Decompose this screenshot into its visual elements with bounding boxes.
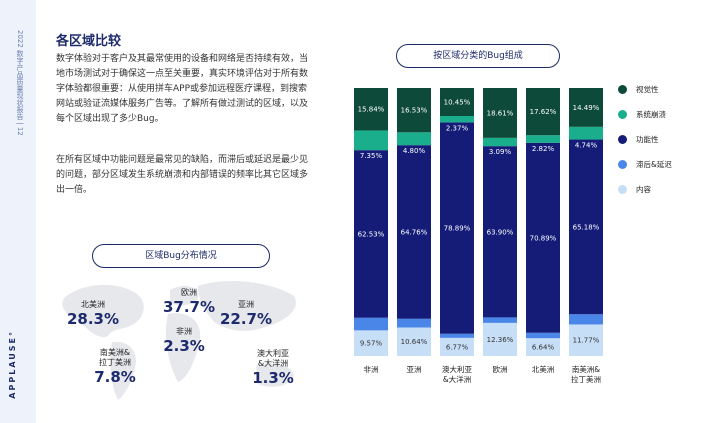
world-map-graphic <box>62 281 296 400</box>
bar-segment <box>526 88 560 136</box>
bar-segment <box>440 122 474 334</box>
bar-segment <box>440 333 474 338</box>
legend-label: 系统崩溃 <box>636 110 666 119</box>
category-label: 北美洲 <box>532 364 555 374</box>
bar-segment <box>354 150 388 318</box>
legend-swatch-icon <box>618 85 627 94</box>
region-asia: 亚洲 22.7% <box>211 300 281 328</box>
data-label: 16.53% <box>401 107 428 115</box>
chart-title: 按区域分类的Bug组成 <box>396 44 560 68</box>
bar-segment <box>397 318 431 328</box>
legend-label: 视觉性 <box>636 85 659 94</box>
bar-segment <box>397 132 431 146</box>
legend-label: 功能性 <box>636 135 659 144</box>
data-label: 3.09% <box>489 148 512 156</box>
data-label: 10.45% <box>444 99 471 107</box>
category-label: 南美洲& <box>572 364 600 374</box>
data-label: 10.64% <box>401 338 428 346</box>
legend-label: 滞后&延迟 <box>636 160 672 169</box>
intro-paragraph: 数字体验对于客户及其最常使用的设备和网络是否持续有效，当地市场测试对于确保这一点… <box>56 54 309 124</box>
bar-segment <box>397 145 431 319</box>
bar-segment <box>483 322 517 356</box>
data-label: 11.77% <box>573 337 600 345</box>
bar-segment <box>440 88 474 117</box>
bar-segment <box>526 135 560 143</box>
data-label: 78.89% <box>444 225 471 233</box>
bar-segment <box>569 126 603 140</box>
bar-segment <box>397 327 431 356</box>
map-title: 区域Bug分布情况 <box>92 244 270 268</box>
data-label: 12.36% <box>487 336 514 344</box>
region-name: 澳大利亚 &大洋洲 <box>257 349 289 368</box>
region-name: 非洲 <box>176 327 192 336</box>
category-label: &大洋洲 <box>443 374 471 384</box>
legend-swatch-icon <box>618 160 627 169</box>
bar-segment <box>354 330 388 356</box>
category-label: 拉丁美洲 <box>571 374 601 384</box>
bar-segment <box>526 338 560 356</box>
region-value: 28.3% <box>66 310 120 328</box>
data-label: 6.64% <box>532 344 555 352</box>
section-heading: 各区域比较 <box>56 34 122 49</box>
legend-label: 内容 <box>636 185 651 194</box>
bar-segment <box>569 88 603 127</box>
bar-segment <box>483 88 517 138</box>
data-label: 9.57% <box>360 340 383 348</box>
bar-segment <box>526 332 560 339</box>
data-label: 2.37% <box>446 124 469 132</box>
region-name: 南美洲& 拉丁美洲 <box>99 348 131 367</box>
bar-segment <box>440 116 474 123</box>
region-value: 7.8% <box>94 368 136 386</box>
bar-segment <box>483 146 517 318</box>
data-label: 7.35% <box>360 152 383 160</box>
region-value: 1.3% <box>252 369 294 387</box>
region-name: 欧洲 <box>181 288 197 297</box>
data-label: 65.18% <box>573 223 600 231</box>
region-value: 22.7% <box>219 310 273 328</box>
bar-segment <box>354 130 388 151</box>
bar-segment <box>483 137 517 147</box>
bar-segment <box>354 317 388 331</box>
data-label: 15.84% <box>358 106 385 114</box>
bar-segment <box>483 317 517 323</box>
side-strip <box>0 0 36 423</box>
category-label: 亚洲 <box>407 365 422 374</box>
data-label: 62.53% <box>358 230 385 238</box>
bar-segment <box>569 139 603 315</box>
legend-swatch-icon <box>618 135 627 144</box>
bar-segment <box>526 142 560 333</box>
data-label: 64.76% <box>401 228 428 236</box>
region-africa: 非洲 2.3% <box>149 327 219 355</box>
region-value: 2.3% <box>163 337 205 355</box>
bar-segment <box>440 337 474 356</box>
region-name: 亚洲 <box>238 300 254 309</box>
region-north-america: 北美洲 28.3% <box>58 300 128 328</box>
data-label: 70.89% <box>530 234 557 242</box>
category-label: 欧洲 <box>493 364 508 374</box>
data-label: 4.74% <box>575 142 598 150</box>
bar-segment <box>569 314 603 325</box>
region-south-america: 南美洲& 拉丁美洲 7.8% <box>80 348 150 386</box>
category-label: 非洲 <box>364 364 379 374</box>
bar-segment <box>354 88 388 131</box>
report-page-label: 2022 数字产品质量现状报告 | 12 <box>16 30 24 136</box>
region-name: 北美洲 <box>81 300 105 309</box>
legend-swatch-icon <box>618 110 627 119</box>
region-australia-oceania: 澳大利亚 &大洋洲 1.3% <box>238 349 308 387</box>
data-label: 18.61% <box>487 109 514 117</box>
region-europe: 欧洲 37.7% <box>154 288 224 316</box>
category-label: 澳大利亚 <box>442 364 472 374</box>
data-label: 2.82% <box>532 145 555 153</box>
summary-paragraph: 在所有区域中功能问题是最常见的缺陷，而滞后或延迟是最少见的问题，部分区域发生系统… <box>56 155 309 195</box>
region-value: 37.7% <box>162 298 216 316</box>
data-label: 4.80% <box>403 147 426 155</box>
data-label: 6.77% <box>446 343 469 351</box>
bar-segment <box>397 88 431 133</box>
bar-segment <box>569 324 603 356</box>
data-label: 17.62% <box>530 108 557 116</box>
data-label: 63.90% <box>487 228 514 236</box>
legend-swatch-icon <box>618 185 627 194</box>
data-label: 14.49% <box>573 104 600 112</box>
